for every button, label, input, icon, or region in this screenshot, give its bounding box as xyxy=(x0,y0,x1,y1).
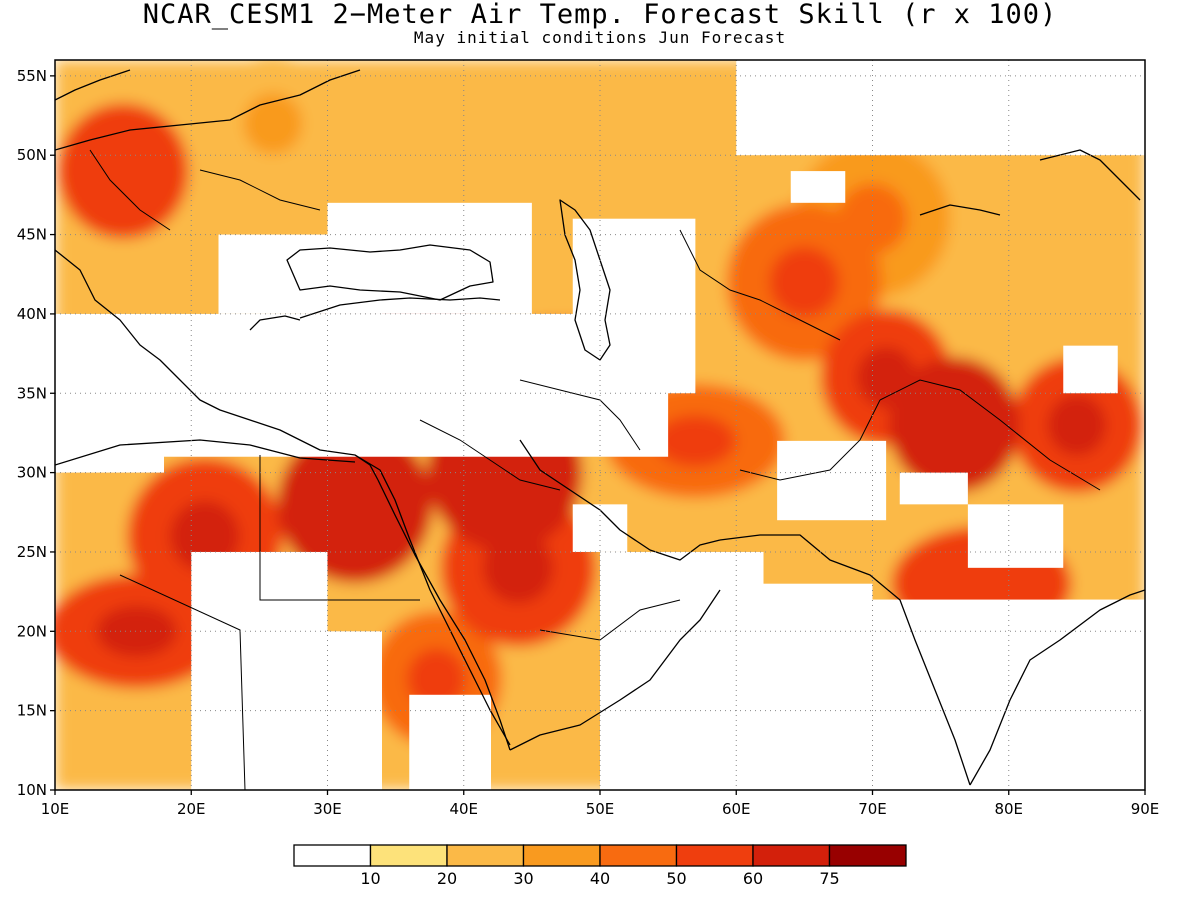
map-subtitle: May initial conditions Jun Forecast xyxy=(413,28,787,47)
axis-ticks: 10E 20E 30E 40E 50E 60E 70E 80E 90E 10N 15N 20N 25N 3… xyxy=(17,67,1160,818)
lon-tick-label: 10E xyxy=(41,800,70,818)
lon-tick-label: 90E xyxy=(1131,800,1160,818)
lon-tick-label: 70E xyxy=(858,800,887,818)
political-borders xyxy=(89,149,1101,790)
low-skill-patch xyxy=(872,599,1145,790)
colorbar-swatch xyxy=(828,844,907,867)
colorbar-swatch xyxy=(752,844,831,867)
colorbar-swatch xyxy=(675,844,754,867)
lat-tick-label: 40N xyxy=(17,305,47,323)
low-skill-patch xyxy=(790,171,846,203)
skill-region-core xyxy=(654,415,736,467)
skill-region-core xyxy=(407,648,466,710)
low-skill-patch xyxy=(1063,345,1118,394)
lat-tick-label: 20N xyxy=(17,622,47,640)
lat-tick-label: 50N xyxy=(17,146,47,164)
low-skill-patch xyxy=(777,440,887,521)
low-skill-patch xyxy=(736,60,1145,156)
skill-region-core xyxy=(93,140,153,202)
skill-field xyxy=(55,60,1145,790)
lon-tick-label: 20E xyxy=(177,800,206,818)
lon-tick-label: 30E xyxy=(313,800,342,818)
skill-region-core xyxy=(924,394,984,456)
colorbar-swatch xyxy=(599,844,678,867)
colorbar-label: 40 xyxy=(590,869,610,888)
colorbar-label: 50 xyxy=(666,869,686,888)
lat-lon-grid xyxy=(55,60,1145,790)
low-skill-patch xyxy=(409,694,491,790)
skill-region-core xyxy=(769,246,840,318)
colorbar-label: 60 xyxy=(743,869,763,888)
low-skill-patch xyxy=(967,504,1064,568)
colorbar-swatch xyxy=(369,844,448,867)
lon-tick-label: 60E xyxy=(722,800,751,818)
low-skill-patch xyxy=(55,313,669,457)
skill-region-core xyxy=(941,557,1022,610)
lon-tick-label: 40E xyxy=(449,800,478,818)
lat-tick-label: 25N xyxy=(17,543,47,561)
low-skill-patch xyxy=(572,504,628,552)
lat-tick-label: 35N xyxy=(17,384,47,402)
lat-tick-label: 55N xyxy=(17,67,47,85)
colorbar-label: 20 xyxy=(437,869,457,888)
low-skill-patch xyxy=(286,631,382,790)
skill-region-core xyxy=(1047,394,1107,456)
coastlines xyxy=(55,69,1145,786)
low-skill-patch xyxy=(218,234,382,314)
lon-tick-label: 80E xyxy=(994,800,1023,818)
skill-region-core xyxy=(96,605,178,658)
low-skill-patch xyxy=(668,583,873,790)
colorbar-swatch xyxy=(293,844,372,867)
map-frame xyxy=(54,59,1146,791)
map-title: NCAR_CESM1 2−Meter Air Temp. Forecast Sk… xyxy=(142,0,1058,30)
skill-region-core xyxy=(243,92,303,155)
colorbar-swatch xyxy=(446,844,525,867)
colorbar: 10 20 30 40 50 60 75 xyxy=(293,844,907,888)
low-skill-patch xyxy=(899,472,968,505)
skill-region-core xyxy=(319,468,390,540)
colorbar-label: 10 xyxy=(360,869,380,888)
colorbar-label: 75 xyxy=(819,869,839,888)
lat-tick-label: 15N xyxy=(17,702,47,720)
lat-tick-label: 45N xyxy=(17,226,47,244)
colorbar-swatch xyxy=(522,844,601,867)
lat-tick-label: 30N xyxy=(17,464,47,482)
colorbar-label: 30 xyxy=(513,869,533,888)
lat-tick-label: 10N xyxy=(17,781,47,799)
lon-tick-label: 50E xyxy=(586,800,615,818)
